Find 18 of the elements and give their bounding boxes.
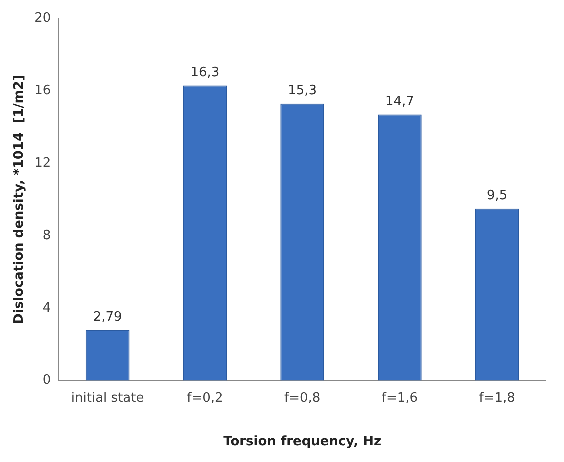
y-tick-label: 4 — [42, 300, 52, 316]
data-label: 9,5 — [486, 188, 508, 204]
y-axis-title: Dislocation density, *1014 [1/m2] — [12, 75, 28, 324]
x-tick-label: f=0,8 — [284, 390, 321, 406]
data-label: 16,3 — [190, 66, 220, 81]
x-tick-label: f=0,2 — [187, 390, 224, 406]
y-tick-label: 8 — [42, 228, 52, 244]
x-axis-title: Torsion frequency, Hz — [224, 434, 382, 450]
y-tick-label: 20 — [34, 11, 52, 26]
data-label: 15,3 — [288, 84, 318, 99]
data-label: 14,7 — [385, 94, 414, 110]
x-tick-label: initial state — [71, 390, 144, 406]
y-tick-label: 12 — [34, 156, 52, 171]
data-label: 2,79 — [93, 310, 122, 326]
y-tick-label: 16 — [34, 84, 52, 99]
x-tick-label: f=1,8 — [479, 390, 516, 406]
x-tick-label: f=1,6 — [382, 390, 418, 406]
y-tick-label: 0 — [42, 373, 52, 388]
